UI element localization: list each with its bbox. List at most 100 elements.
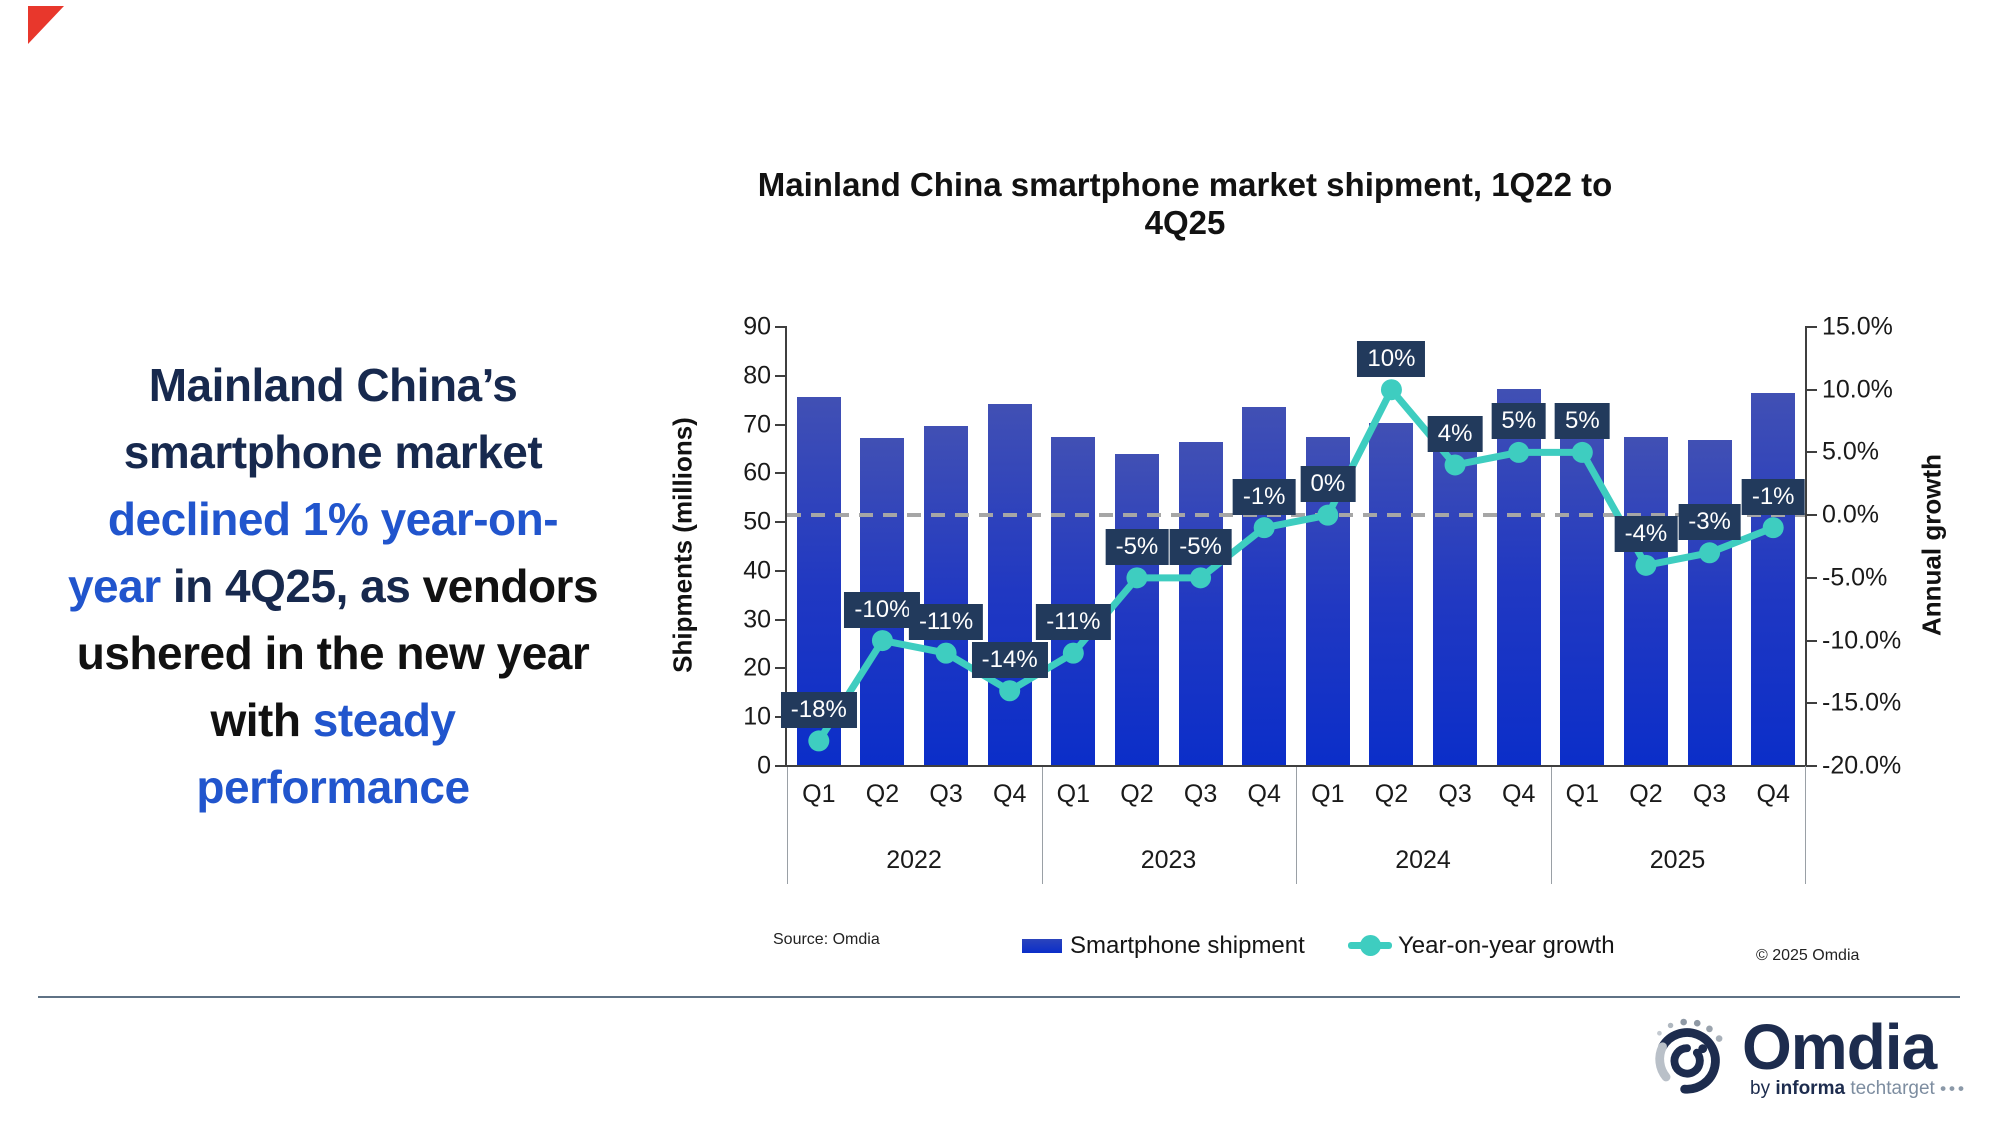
left-axis-tick <box>775 765 787 767</box>
headline-segment: Mainland China’s <box>148 359 518 411</box>
growth-label-4Q23: -1% <box>1232 478 1296 515</box>
bar-3Q22 <box>924 425 969 766</box>
growth-label-2Q25: -4% <box>1614 516 1678 553</box>
right-axis-title: Annual growth <box>1916 454 1947 636</box>
headline-segment: with <box>210 694 313 746</box>
growth-label-3Q22: -11% <box>908 604 984 641</box>
legend-line-marker-icon <box>1360 935 1381 956</box>
x-axis-quarter-label: Q4 <box>1247 780 1281 808</box>
right-axis-tick-label: -5.0% <box>1822 563 1888 592</box>
x-axis-quarter-label: Q4 <box>1756 780 1790 808</box>
growth-label-4Q22: -14% <box>971 641 1048 678</box>
headline-line-4: year in 4Q25, as vendors <box>58 553 608 620</box>
left-axis-tick-label: 0 <box>757 751 771 780</box>
x-axis-quarter-label: Q4 <box>1502 780 1536 808</box>
bar-2Q23 <box>1114 453 1159 766</box>
bar-4Q22 <box>987 403 1032 766</box>
x-axis-quarter-label: Q2 <box>1629 780 1663 808</box>
legend-bar-swatch-icon <box>1022 939 1062 953</box>
left-axis-tick <box>775 326 787 328</box>
right-axis-tick <box>1805 326 1817 328</box>
headline-segment: year <box>67 560 161 612</box>
left-axis-tick-label: 70 <box>743 410 771 439</box>
right-axis-tick <box>1805 514 1817 517</box>
headline-segment: steady <box>312 694 456 746</box>
bar-2Q24 <box>1369 423 1414 766</box>
right-axis-tick-label: -10.0% <box>1822 626 1902 655</box>
growth-label-4Q25: -1% <box>1741 478 1805 515</box>
headline: Mainland China’s smartphone market decline… <box>58 352 608 821</box>
left-axis-tick <box>775 374 787 377</box>
byline-techtarget: techtarget <box>1845 1078 1941 1099</box>
right-axis-tick <box>1805 702 1817 705</box>
bar-4Q25 <box>1751 392 1796 766</box>
bar-4Q23 <box>1242 406 1287 766</box>
headline-segment: ushered in the new year <box>76 627 590 679</box>
legend-bar-label: Smartphone shipment <box>1070 932 1305 959</box>
bar-3Q23 <box>1178 442 1223 766</box>
omdia-logo-text: Omdia <box>1742 1011 1937 1083</box>
x-axis-quarter-label: Q4 <box>993 780 1027 808</box>
right-axis-tick-label: -20.0% <box>1822 751 1902 780</box>
right-axis-line <box>1805 327 1807 766</box>
left-axis-tick-label: 10 <box>743 702 771 731</box>
right-axis-tick-label: 0.0% <box>1822 500 1879 529</box>
x-axis-quarter-label: Q1 <box>802 780 836 808</box>
left-axis-tick <box>775 667 787 670</box>
headline-line-1: Mainland China’s <box>58 352 608 419</box>
left-axis-tick-label: 90 <box>743 312 771 341</box>
x-axis-year-label: 2023 <box>1140 846 1197 874</box>
growth-label-3Q24: 4% <box>1427 415 1483 452</box>
right-axis-tick <box>1805 451 1817 454</box>
omdia-logo-byline: by informa techtarget ••• <box>1750 1078 1967 1100</box>
year-group-separator <box>1805 766 1806 884</box>
headline-line-3: declined 1% year-on- <box>58 486 608 553</box>
bar-1Q25 <box>1560 420 1605 766</box>
headline-segment: performance <box>196 761 470 813</box>
left-axis-tick <box>775 521 787 524</box>
growth-label-1Q24: 0% <box>1300 466 1356 503</box>
right-axis-tick-label: 5.0% <box>1822 437 1879 466</box>
corner-red-decoration <box>28 6 64 44</box>
left-axis-title: Shipments (millions) <box>667 417 698 673</box>
headline-line-6: with steady <box>58 687 608 754</box>
right-axis-tick <box>1805 576 1817 579</box>
x-axis-quarter-label: Q3 <box>929 780 963 808</box>
right-axis-tick-label: -15.0% <box>1822 688 1902 717</box>
year-group-separator <box>1041 766 1043 884</box>
x-axis-year-label: 2024 <box>1395 846 1451 874</box>
bar-3Q25 <box>1687 439 1732 766</box>
x-axis-quarter-label: Q1 <box>1311 780 1345 808</box>
left-axis-tick-label: 80 <box>743 361 771 390</box>
right-axis-tick-label: 15.0% <box>1822 312 1893 341</box>
byline-pre: by <box>1750 1078 1776 1099</box>
right-axis-tick <box>1805 765 1817 767</box>
left-axis-tick-label: 50 <box>743 507 771 536</box>
headline-line-2: smartphone market <box>58 419 608 486</box>
growth-label-1Q25: 5% <box>1554 403 1610 440</box>
headline-line-7: performance <box>58 754 608 821</box>
copyright: © 2025 Omdia <box>1756 947 1860 964</box>
growth-label-3Q25: -3% <box>1678 503 1741 540</box>
x-axis-quarter-label: Q3 <box>1183 780 1218 808</box>
bar-4Q24 <box>1496 388 1541 766</box>
chart-title: Mainland China smartphone market shipmen… <box>757 166 1613 241</box>
x-axis-year-label: 2022 <box>886 846 942 874</box>
headline-segment: smartphone market <box>123 426 543 478</box>
x-axis-quarter-label: Q1 <box>1056 780 1090 808</box>
byline-dots-icon: ••• <box>1940 1079 1967 1098</box>
byline-informa: informa <box>1775 1078 1846 1099</box>
left-axis-tick-label: 30 <box>743 605 771 634</box>
x-axis-quarter-label: Q2 <box>1120 780 1154 808</box>
x-axis-line <box>787 765 1805 767</box>
left-axis-tick <box>775 423 787 426</box>
x-axis-quarter-label: Q2 <box>1374 780 1409 808</box>
left-axis-tick-label: 60 <box>743 458 771 487</box>
growth-label-2Q24: 10% <box>1357 340 1426 377</box>
growth-marker-2Q24 <box>1380 379 1402 401</box>
headline-segment: in 4Q25, as <box>160 560 423 612</box>
left-axis-tick <box>775 472 787 475</box>
x-axis-year-label: 2025 <box>1649 846 1706 874</box>
right-axis-tick <box>1805 388 1817 391</box>
